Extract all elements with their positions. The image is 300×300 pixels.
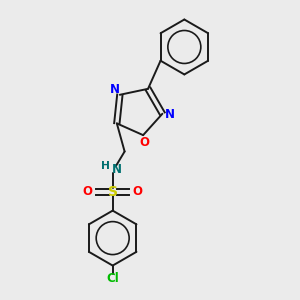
Text: H: H [101, 161, 110, 171]
Text: N: N [110, 83, 119, 97]
Text: N: N [164, 108, 175, 121]
Text: O: O [140, 136, 150, 148]
Text: Cl: Cl [106, 272, 119, 286]
Text: S: S [108, 185, 118, 199]
Text: O: O [133, 185, 143, 198]
Text: O: O [82, 185, 93, 198]
Text: N: N [112, 163, 122, 176]
